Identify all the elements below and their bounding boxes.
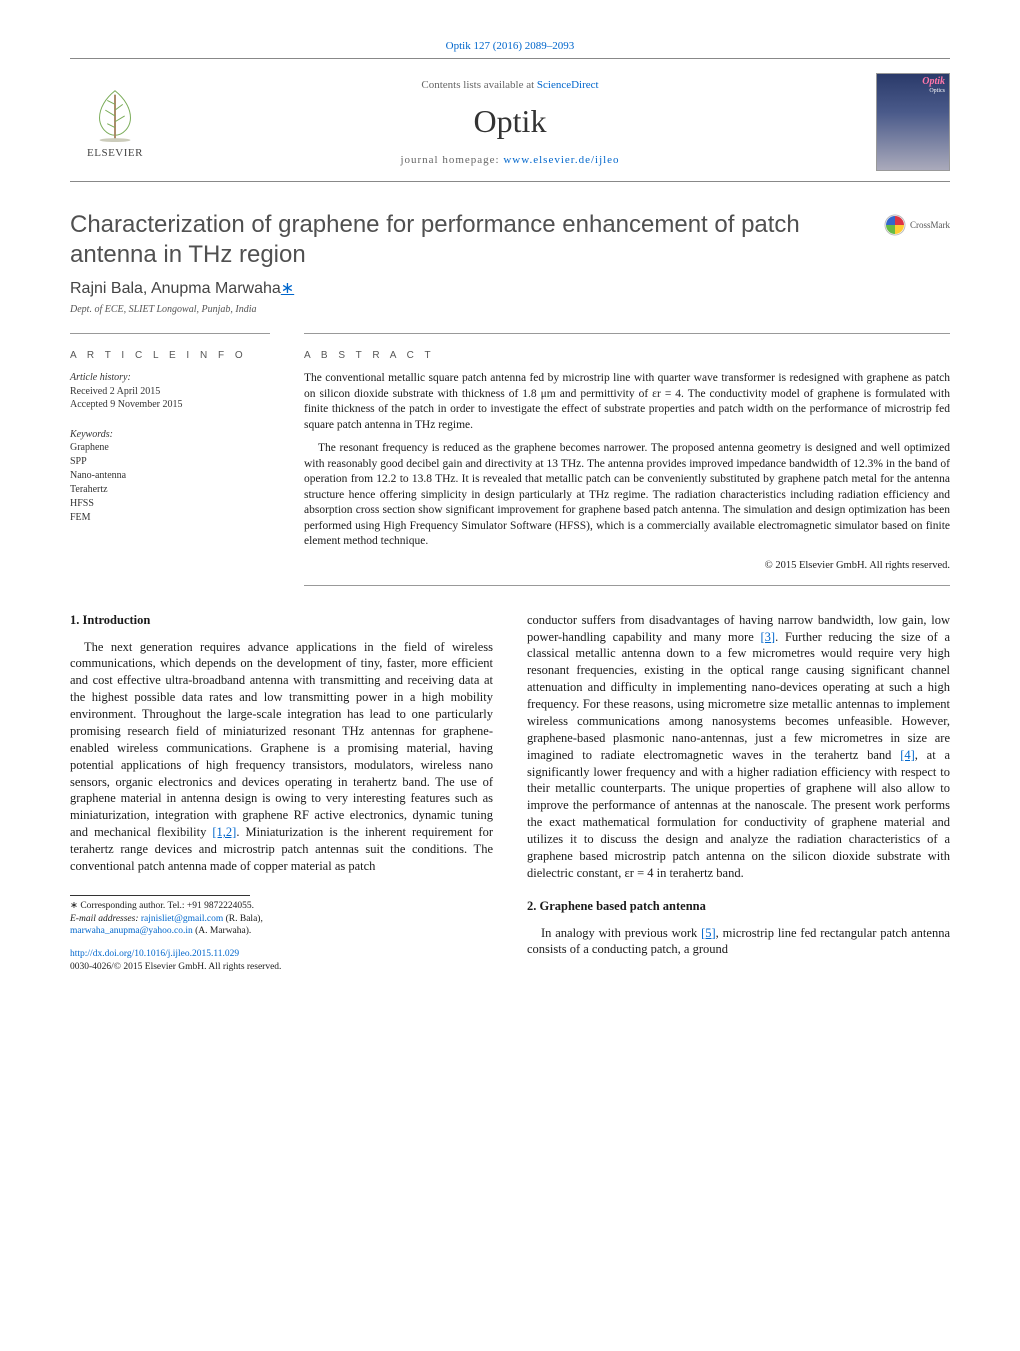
corr-author-line: ∗ Corresponding author. Tel.: +91 987222…	[70, 900, 493, 913]
abstract-para-1: The conventional metallic square patch a…	[304, 371, 950, 433]
authors-line: Rajni Bala, Anupma Marwaha∗	[70, 278, 950, 298]
body-column-left: 1. Introduction The next generation requ…	[70, 612, 493, 974]
banner-middle: Contents lists available at ScienceDirec…	[160, 79, 860, 166]
section-1-para: The next generation requires advance app…	[70, 639, 493, 875]
contents-available-line: Contents lists available at ScienceDirec…	[160, 79, 860, 91]
ref-link-4[interactable]: [4]	[900, 748, 915, 762]
footnote-rule	[70, 895, 250, 896]
affiliation: Dept. of ECE, SLIET Longowal, Punjab, In…	[70, 304, 950, 315]
publisher-logo-block: ELSEVIER	[70, 85, 160, 159]
body-text: . Further reducing the size of a classic…	[527, 630, 950, 762]
email-who-1: (R. Bala),	[223, 914, 263, 924]
issn-copyright-line: 0030-4026/© 2015 Elsevier GmbH. All righ…	[70, 961, 493, 974]
journal-cover-thumbnail[interactable]: Optik Optics	[876, 73, 950, 171]
section-2-heading: 2. Graphene based patch antenna	[527, 898, 950, 915]
section-1-para-cont: conductor suffers from disadvantages of …	[527, 612, 950, 882]
abstract-heading: A B S T R A C T	[304, 350, 950, 361]
elsevier-tree-icon	[86, 85, 144, 143]
citation-link-wrap: Optik 127 (2016) 2089–2093	[70, 40, 950, 52]
doi-block: http://dx.doi.org/10.1016/j.ijleo.2015.1…	[70, 948, 493, 974]
title-row: Characterization of graphene for perform…	[70, 210, 950, 270]
abstract-body: The conventional metallic square patch a…	[304, 371, 950, 550]
corresponding-marker[interactable]: ∗	[281, 280, 294, 297]
contents-prefix: Contents lists available at	[421, 79, 536, 91]
homepage-prefix: journal homepage:	[400, 154, 503, 166]
abstract-bottom-rule	[304, 585, 950, 586]
accepted-date: Accepted 9 November 2015	[70, 398, 270, 412]
email-line: E-mail addresses: rajnisliet@gmail.com (…	[70, 913, 493, 939]
abstract-copyright: © 2015 Elsevier GmbH. All rights reserve…	[304, 560, 950, 571]
crossmark-badge[interactable]: CrossMark	[884, 214, 950, 236]
ref-link-3[interactable]: [3]	[761, 630, 776, 644]
authors-text: Rajni Bala, Anupma Marwaha	[70, 280, 281, 297]
article-history-block: Article history: Received 2 April 2015 A…	[70, 371, 270, 412]
section-1-heading: 1. Introduction	[70, 612, 493, 629]
keywords-label: Keywords:	[70, 428, 270, 442]
body-text: , at a significantly lower frequency and…	[527, 748, 950, 880]
cover-title: Optik	[922, 76, 945, 87]
section-2-para: In analogy with previous work [5], micro…	[527, 925, 950, 959]
article-title: Characterization of graphene for perform…	[70, 210, 866, 270]
email-who-2: (A. Marwaha).	[193, 926, 252, 936]
keyword: Terahertz	[70, 483, 270, 497]
ref-link-1-2[interactable]: [1,2]	[212, 825, 236, 839]
doi-link[interactable]: http://dx.doi.org/10.1016/j.ijleo.2015.1…	[70, 949, 239, 959]
banner-right: Optik Optics	[860, 73, 950, 171]
cover-subtitle: Optics	[929, 88, 945, 94]
journal-banner: ELSEVIER Contents lists available at Sci…	[70, 59, 950, 182]
corresponding-author-footnote: ∗ Corresponding author. Tel.: +91 987222…	[70, 900, 493, 938]
body-column-right: conductor suffers from disadvantages of …	[527, 612, 950, 974]
email-label: E-mail addresses:	[70, 914, 141, 924]
publisher-name: ELSEVIER	[87, 147, 143, 159]
keyword: HFSS	[70, 497, 270, 511]
keywords-list: Graphene SPP Nano-antenna Terahertz HFSS…	[70, 441, 270, 525]
body-text: The next generation requires advance app…	[70, 640, 493, 840]
body-columns: 1. Introduction The next generation requ…	[70, 612, 950, 974]
received-date: Received 2 April 2015	[70, 385, 270, 399]
abstract-column: A B S T R A C T The conventional metalli…	[304, 333, 950, 586]
keywords-block: Keywords: Graphene SPP Nano-antenna Tera…	[70, 428, 270, 526]
info-abstract-grid: A R T I C L E I N F O Article history: R…	[70, 333, 950, 586]
journal-name: Optik	[160, 103, 860, 140]
article-info-heading: A R T I C L E I N F O	[70, 350, 270, 361]
crossmark-label: CrossMark	[910, 220, 950, 230]
sciencedirect-link[interactable]: ScienceDirect	[537, 79, 599, 91]
ref-link-5[interactable]: [5]	[701, 926, 716, 940]
crossmark-icon	[884, 214, 906, 236]
keyword: SPP	[70, 455, 270, 469]
body-text: In analogy with previous work	[541, 926, 701, 940]
article-info-column: A R T I C L E I N F O Article history: R…	[70, 333, 270, 586]
journal-homepage-link[interactable]: www.elsevier.de/ijleo	[503, 154, 619, 166]
abstract-para-2: The resonant frequency is reduced as the…	[304, 441, 950, 550]
journal-homepage-line: journal homepage: www.elsevier.de/ijleo	[160, 154, 860, 166]
page-container: Optik 127 (2016) 2089–2093 ELSEVIER Cont…	[0, 0, 1020, 1014]
keyword: Nano-antenna	[70, 469, 270, 483]
keyword: FEM	[70, 511, 270, 525]
keyword: Graphene	[70, 441, 270, 455]
email-link-2[interactable]: marwaha_anupma@yahoo.co.in	[70, 926, 193, 936]
citation-link[interactable]: Optik 127 (2016) 2089–2093	[446, 40, 575, 52]
email-link-1[interactable]: rajnisliet@gmail.com	[141, 914, 223, 924]
history-label: Article history:	[70, 371, 270, 385]
